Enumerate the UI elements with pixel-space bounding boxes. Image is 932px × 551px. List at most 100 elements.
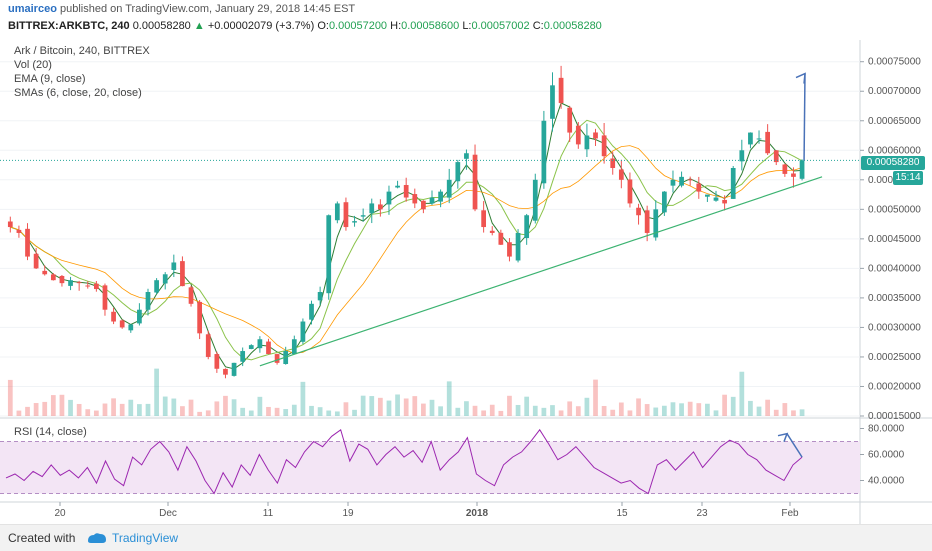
candle-body (360, 215, 366, 217)
volume-bar (274, 407, 280, 416)
volume-bar (799, 409, 805, 416)
volume-bar (541, 407, 547, 416)
volume-bar (481, 410, 487, 416)
candle-body (403, 185, 409, 198)
volume-bar (50, 395, 56, 416)
rsi-arrow-head-icon (777, 432, 789, 442)
volume-bar (575, 406, 581, 416)
publish-line: umairceo published on TradingView.com, J… (8, 3, 355, 15)
volume-bar (679, 403, 684, 416)
candle-body (205, 334, 211, 357)
volume-bar (498, 410, 504, 416)
volume-bar (782, 403, 788, 416)
candle-body (524, 215, 530, 239)
candle-body (687, 179, 693, 181)
candle-body (791, 173, 796, 177)
volume-bar (154, 368, 159, 416)
volume-bar (102, 403, 108, 416)
chart-header: umairceo published on TradingView.com, J… (0, 0, 932, 40)
volume-bar (119, 403, 125, 416)
candle-body (93, 283, 99, 290)
legend-smas[interactable]: SMAs (6, close, 20, close) (14, 87, 142, 99)
rsi-tick-label: 40.0000 (868, 476, 905, 487)
candle-body (412, 194, 418, 204)
volume-bar (111, 398, 116, 416)
author-link[interactable]: umairceo (8, 3, 57, 15)
volume-bar (696, 403, 702, 416)
candle-body (395, 185, 400, 188)
candle-body (455, 162, 461, 182)
footer: Created with TradingView (0, 524, 932, 551)
volume-bar (627, 410, 633, 416)
volume-bar (670, 402, 676, 416)
volume-bar (68, 399, 73, 416)
candle-body (593, 132, 598, 139)
volume-bar (257, 396, 263, 416)
volume-bar (550, 405, 555, 416)
time-tick-label: 15 (616, 508, 628, 519)
price-axis-background[interactable] (860, 40, 932, 524)
volume-bar (636, 398, 641, 416)
price-tick-label: 0.00060000 (868, 145, 921, 156)
price-tick-label: 0.00035000 (868, 293, 921, 304)
volume-bar (300, 381, 306, 416)
close-label: C: (532, 20, 544, 32)
candle-body (102, 285, 108, 310)
candle-body (558, 77, 564, 104)
rsi-tick-label: 80.0000 (868, 424, 905, 435)
candle-body (162, 274, 168, 284)
time-tick-label: 11 (263, 508, 274, 519)
volume-bar (713, 410, 719, 416)
low-value: 0.00057002 (471, 20, 530, 32)
high-label: H: (390, 20, 402, 32)
tradingview-brand-link[interactable]: TradingView (112, 531, 179, 545)
volume-bar (532, 405, 538, 416)
time-tick-label: Feb (781, 508, 799, 519)
candle-body (68, 280, 73, 286)
candle-body (489, 230, 495, 233)
volume-bar (231, 399, 237, 416)
volume-bar (248, 410, 254, 416)
candle-body (223, 368, 228, 375)
volume-bar (145, 403, 151, 416)
candle-body (636, 207, 641, 216)
chart-area[interactable]: 80.0000 60.0000 40.0000 0.00075000 0.000700… (0, 40, 932, 524)
candle-body (50, 274, 56, 281)
time-axis-labels: 20 Dec 11 19 2018 15 23 Feb (54, 502, 799, 519)
volume-bar (205, 410, 211, 416)
time-tick-label: 23 (696, 508, 708, 519)
projection-arrow-shaft (803, 73, 806, 161)
candle-body (240, 351, 246, 362)
rsi-arrow-shaft (786, 433, 803, 458)
volume-bar (162, 396, 168, 416)
candle-body (575, 125, 581, 145)
legend-rsi[interactable]: RSI (14, close) (14, 426, 87, 438)
candle-body (85, 285, 91, 287)
volume-bar (421, 403, 426, 416)
candle-body (377, 204, 383, 210)
volume-bar (352, 409, 357, 416)
chart-canvas[interactable]: 80.0000 60.0000 40.0000 0.00075000 0.000700… (0, 40, 932, 524)
countdown-tag: 15:14 (893, 171, 923, 185)
candle-body (696, 183, 702, 192)
rsi-line (5, 428, 803, 495)
volume-bar (25, 406, 30, 416)
volume-bar (395, 394, 400, 416)
volume-bar (7, 379, 13, 416)
legend-ema[interactable]: EMA (9, close) (14, 73, 86, 85)
candle-body (584, 135, 590, 150)
candle-body (33, 253, 39, 269)
volume-bar (455, 407, 461, 416)
published-text: published on TradingView.com, January 29… (59, 3, 356, 15)
candle-body (550, 85, 555, 119)
candle-body (618, 169, 624, 180)
volume-bar (730, 396, 736, 416)
legend-volume[interactable]: Vol (20) (14, 59, 52, 71)
candle-body (352, 221, 357, 223)
volume-bar (489, 404, 495, 416)
candle-body (42, 270, 48, 275)
drawings (0, 72, 860, 367)
tradingview-logo-icon[interactable] (86, 531, 108, 545)
volume-bar (748, 400, 753, 416)
volume-bar (429, 399, 435, 416)
